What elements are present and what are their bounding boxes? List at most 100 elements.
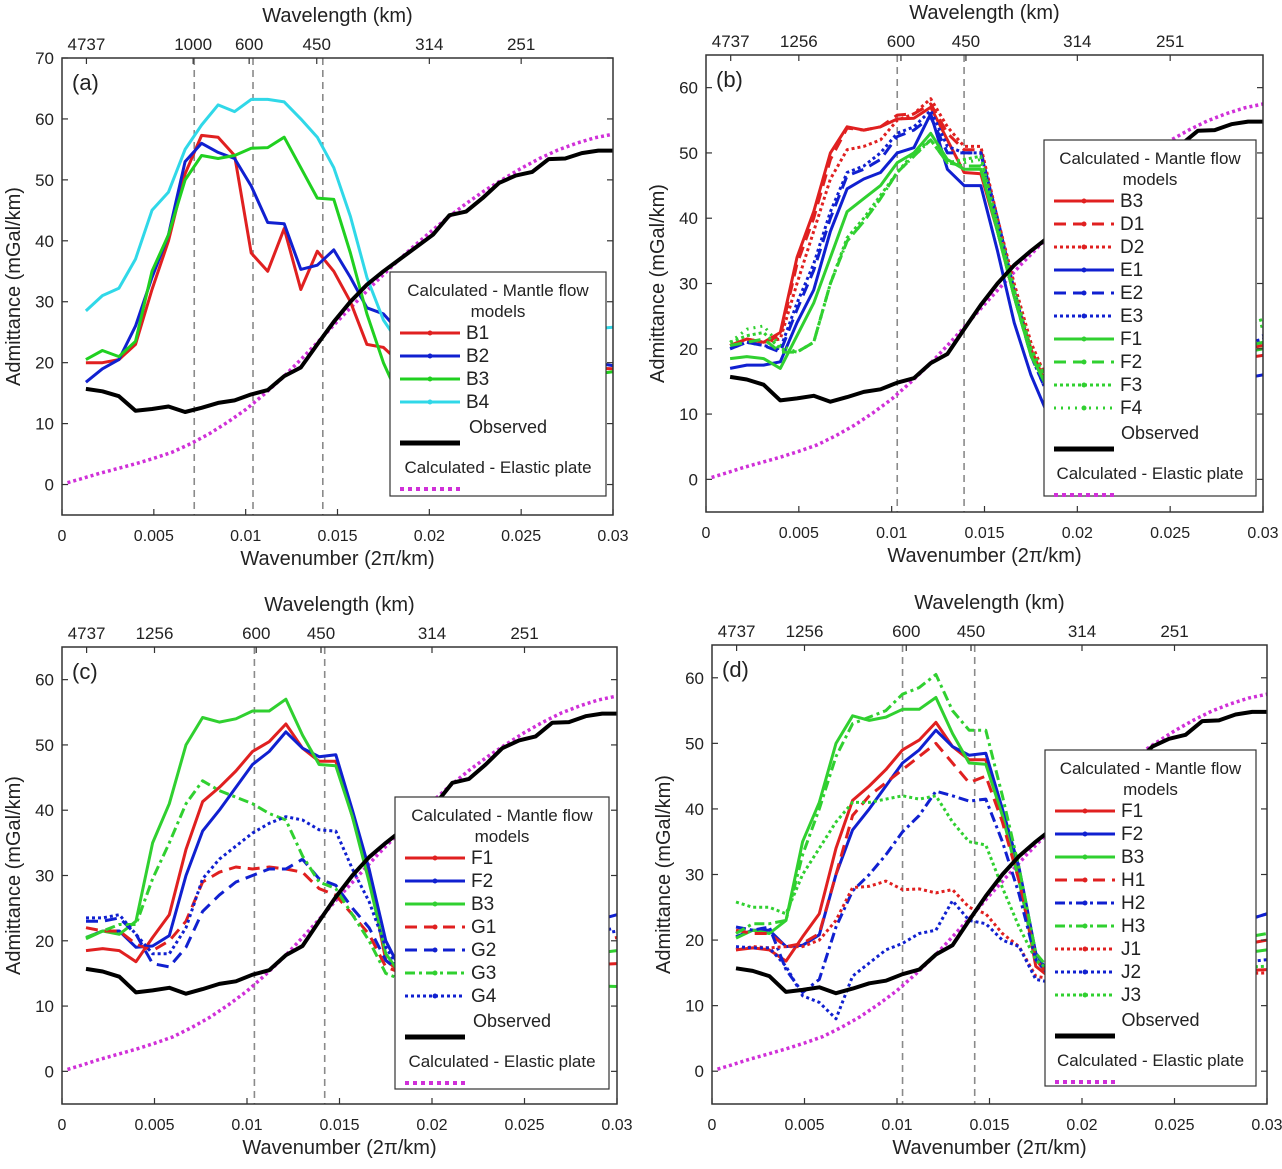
legend-item-label: B3 — [466, 369, 489, 390]
y-tick-label: 50 — [35, 171, 54, 190]
y-tick-label: 60 — [35, 110, 54, 129]
x-tick-label: 0 — [58, 528, 67, 545]
x-tick-label: 0.03 — [1247, 525, 1278, 542]
top-tick-label: 1256 — [136, 624, 174, 643]
series-d2 — [729, 97, 1263, 383]
top-tick-label: 314 — [1068, 622, 1096, 641]
series-f3 — [729, 138, 1263, 383]
y-tick-label: 50 — [679, 144, 698, 163]
y-tick-label: 10 — [35, 415, 54, 434]
series-g4 — [86, 815, 617, 975]
legend-item-label: D2 — [1120, 237, 1144, 258]
top-axis-label: Wavelength (km) — [909, 2, 1059, 24]
series-j1 — [735, 879, 1267, 981]
series-elastic-plate — [711, 102, 1263, 480]
legend-observed-label: Observed — [469, 417, 547, 437]
x-tick-label: 0.015 — [969, 1117, 1009, 1134]
top-tick-label: 4737 — [68, 35, 106, 54]
y-tick-label: 40 — [35, 232, 54, 251]
x-tick-label: 0.03 — [1251, 1117, 1282, 1134]
series-f4 — [729, 138, 1263, 383]
y-tick-label: 10 — [685, 997, 704, 1016]
x-tick-label: 0.02 — [1062, 525, 1093, 542]
y-tick-label: 10 — [679, 405, 698, 424]
top-tick-label: 600 — [242, 624, 270, 643]
legend-header: Calculated - Mantle flow — [1059, 149, 1241, 168]
top-tick-label: 251 — [507, 35, 535, 54]
top-tick-label: 450 — [307, 624, 335, 643]
panel-b: 0 0.005 0.01 0.015 0.02 0.025 0.03 4737 1256 600 4… — [641, 0, 1282, 582]
series-g2 — [86, 857, 617, 975]
y-tick-label: 70 — [35, 49, 54, 68]
y-axis-label: Admittance (mGal/km) — [653, 775, 675, 974]
series-e3 — [729, 109, 1263, 396]
panel-label: (a) — [72, 70, 99, 95]
top-tick-label: 251 — [1156, 32, 1184, 51]
top-tick-label: 314 — [1063, 32, 1091, 51]
series-h3 — [735, 673, 1267, 975]
legend-item-label: F2 — [1120, 352, 1142, 373]
top-tick-label: 600 — [892, 622, 920, 641]
legend-item-label: J3 — [1121, 985, 1141, 1006]
x-tick-label: 0.015 — [319, 1117, 359, 1134]
legend-header-cont: models — [1123, 780, 1178, 799]
legend-item-label: H1 — [1121, 870, 1145, 891]
top-tick-label: 314 — [415, 35, 443, 54]
x-tick-label: 0.005 — [134, 528, 174, 545]
legend-item-label: D1 — [1120, 214, 1144, 235]
legend-item-label: B1 — [466, 323, 489, 344]
y-tick-label: 60 — [685, 669, 704, 688]
top-axis-label: Wavelength (km) — [262, 5, 412, 27]
legend-item-label: G3 — [471, 963, 496, 984]
legend-item-label: E3 — [1120, 306, 1143, 327]
legend-item-label: F2 — [1121, 824, 1143, 845]
top-tick-label: 4737 — [68, 624, 106, 643]
x-tick-label: 0.01 — [881, 1117, 912, 1134]
x-tick-label: 0.01 — [230, 528, 261, 545]
y-tick-label: 40 — [679, 209, 698, 228]
x-tick-label: 0.01 — [231, 1117, 262, 1134]
x-tick-label: 0.015 — [317, 528, 357, 545]
legend-item-label: B3 — [1121, 847, 1144, 868]
top-tick-label: 1256 — [786, 622, 824, 641]
legend-elastic-label: Calculated - Elastic plate — [404, 458, 591, 477]
x-tick-label: 0.005 — [784, 1117, 824, 1134]
series-g3 — [85, 779, 617, 988]
y-axis-label: Admittance (mGal/km) — [3, 187, 25, 386]
top-axis-label: Wavelength (km) — [264, 594, 414, 616]
x-tick-label: 0.025 — [504, 1117, 544, 1134]
panel-a: 0 0.005 0.01 0.015 0.02 0.025 0.03 4737 1000 600 4… — [0, 0, 641, 582]
legend-observed-label: Observed — [473, 1011, 551, 1031]
legend-item-label: E1 — [1120, 260, 1143, 281]
x-axis-label: Wavenumber (2π/km) — [240, 548, 434, 570]
x-tick-label: 0.005 — [779, 525, 819, 542]
top-tick-label: 314 — [418, 624, 446, 643]
legend-item-label: B3 — [1120, 191, 1143, 212]
legend-item-label: B4 — [466, 392, 490, 413]
y-tick-label: 40 — [685, 800, 704, 819]
legend-item-label: F1 — [1120, 329, 1142, 350]
top-axis-label: Wavelength (km) — [914, 592, 1064, 614]
x-tick-label: 0.025 — [501, 528, 541, 545]
y-tick-label: 60 — [35, 671, 54, 690]
y-tick-label: 40 — [35, 801, 54, 820]
y-tick-label: 0 — [695, 1062, 704, 1081]
series-observed — [735, 709, 1267, 996]
x-tick-label: 0.02 — [414, 528, 445, 545]
series-elastic-plate — [716, 692, 1267, 1071]
x-tick-label: 0.01 — [876, 525, 907, 542]
legend-item-label: F2 — [471, 871, 493, 892]
series-f2 — [729, 138, 1263, 390]
top-tick-label: 251 — [1160, 622, 1188, 641]
legend-item-label: H3 — [1121, 916, 1145, 937]
legend-item-label: F3 — [1120, 375, 1142, 396]
legend-observed-label: Observed — [1121, 423, 1199, 443]
y-axis-label: Admittance (mGal/km) — [647, 184, 669, 383]
legend: Calculated - Mantle flow models F1F2B3H1H2… — [1044, 749, 1257, 1087]
y-tick-label: 30 — [35, 293, 54, 312]
legend-item-label: J2 — [1121, 962, 1141, 983]
top-tick-label: 4737 — [712, 32, 750, 51]
legend-header: Calculated - Mantle flow — [407, 281, 589, 300]
legend-header: Calculated - Mantle flow — [411, 806, 593, 825]
